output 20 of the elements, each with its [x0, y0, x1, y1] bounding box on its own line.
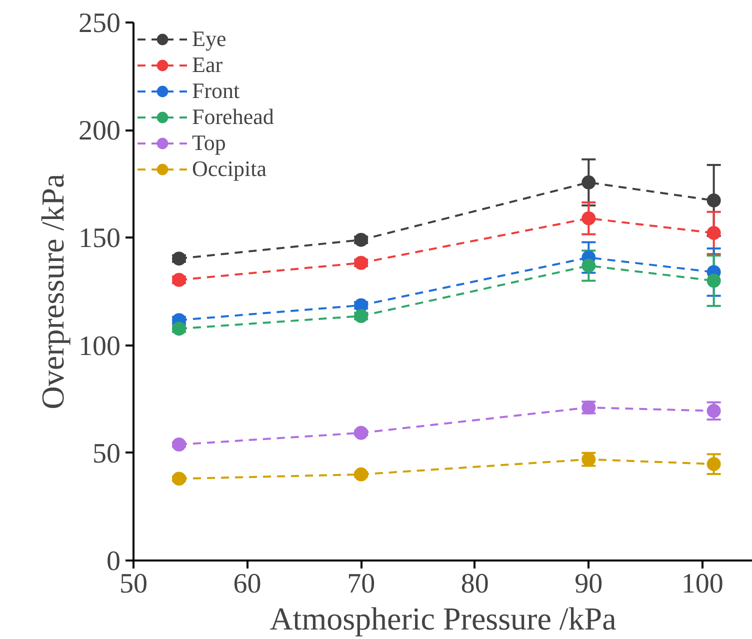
x-tick-label: 70	[347, 568, 376, 600]
x-tick-label: 80	[460, 568, 489, 600]
legend-label: Ear	[192, 52, 223, 78]
y-tick-label: 0	[106, 546, 120, 577]
legend-label: Front	[192, 78, 240, 104]
y-axis-title: Overpressure /kPa	[34, 174, 70, 410]
y-tick-label: 250	[78, 8, 120, 39]
legend-label: Eye	[192, 26, 226, 52]
x-tick-label: 60	[233, 568, 262, 600]
x-axis-title: Atmospheric Pressure /kPa	[270, 600, 616, 636]
legend-label: Occipita	[192, 156, 267, 182]
y-tick-label: 50	[92, 438, 120, 470]
y-tick-label: 200	[78, 116, 120, 147]
y-tick-label: 150	[78, 223, 120, 254]
x-tick-label: 50	[120, 568, 148, 600]
x-tick-label: 90	[574, 568, 603, 600]
y-tick-label: 100	[78, 330, 120, 362]
legend-label: Forehead	[192, 104, 274, 130]
x-tick-label: 100	[681, 568, 724, 600]
legend-label: Top	[192, 130, 226, 156]
